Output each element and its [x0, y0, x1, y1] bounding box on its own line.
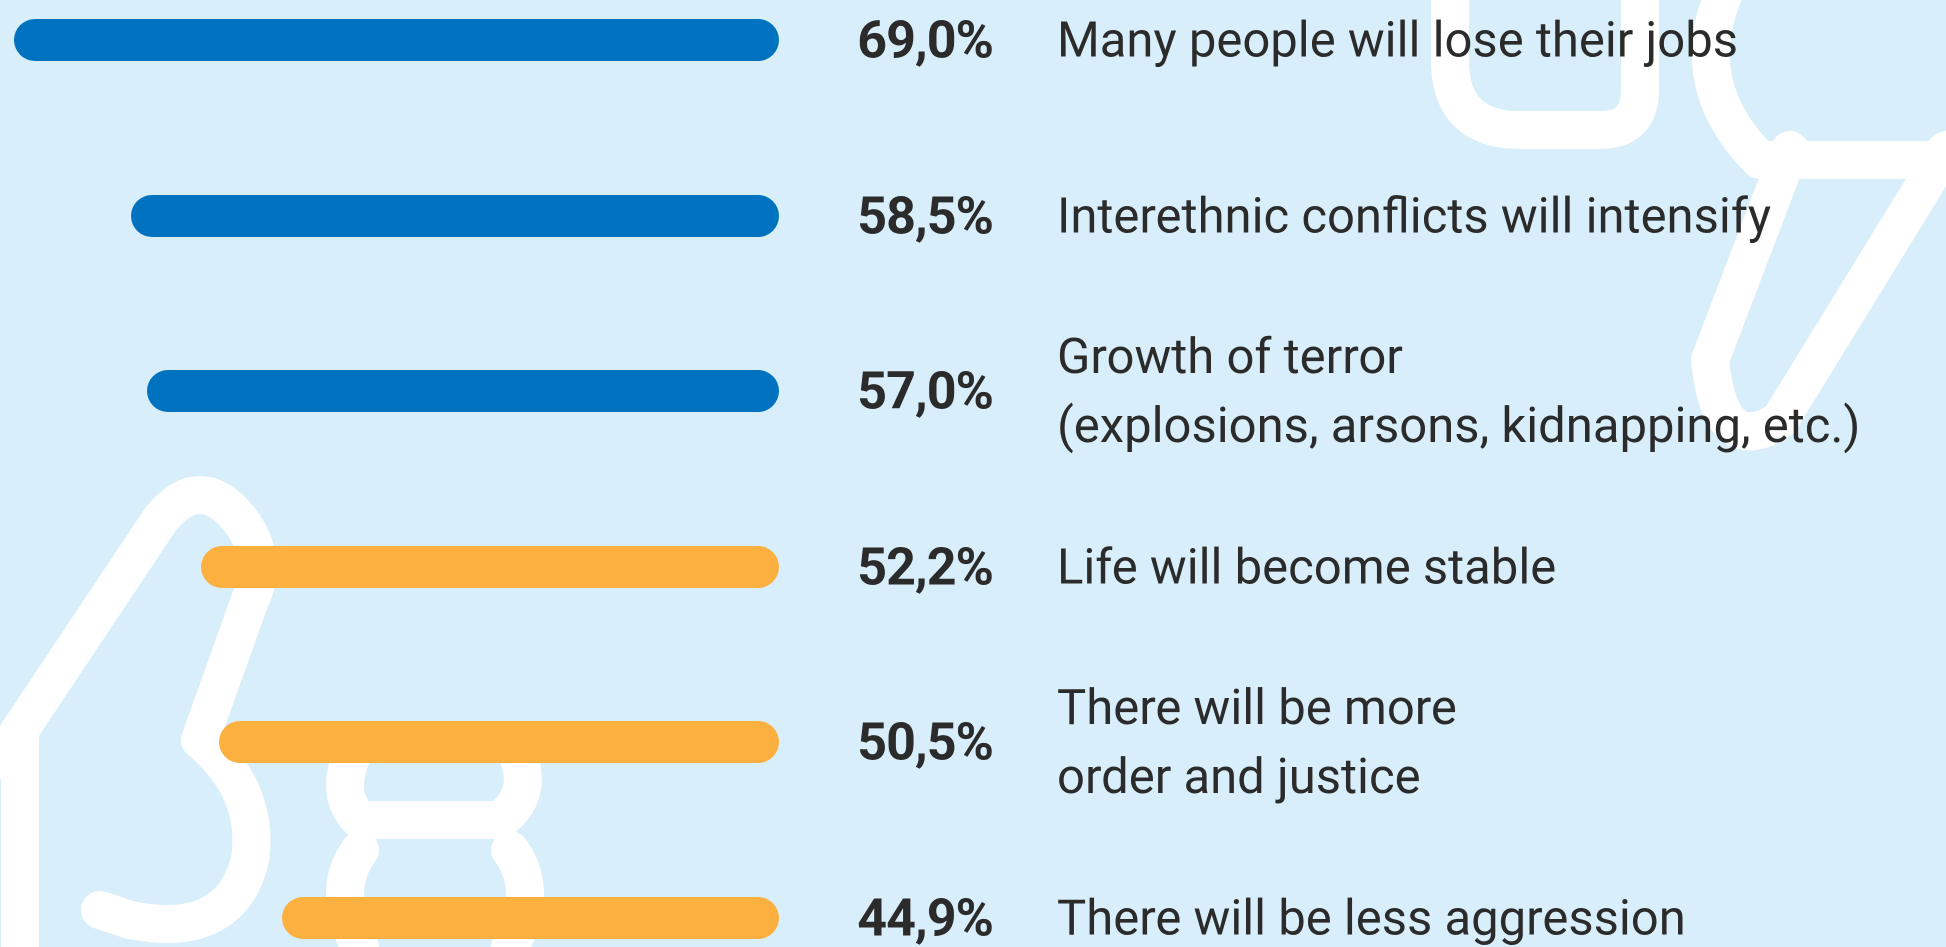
category-label: Interethnic conflicts will intensify [1057, 181, 1771, 250]
decoration [0, 0, 1946, 947]
bar [14, 19, 779, 61]
category-label: There will be less aggression [1057, 883, 1686, 947]
value-label: 58,5% [693, 185, 993, 246]
category-label: Many people will lose their jobs [1057, 6, 1738, 75]
category-label: Life will become stable [1057, 532, 1556, 601]
value-label: 69,0% [693, 10, 993, 71]
bar [147, 370, 779, 412]
category-label: There will be more order and justice [1057, 673, 1457, 811]
bar [131, 195, 779, 237]
value-label: 50,5% [693, 712, 993, 773]
category-label: Growth of terror (explosions, arsons, ki… [1057, 322, 1860, 460]
value-label: 52,2% [693, 536, 993, 597]
value-label: 57,0% [693, 361, 993, 422]
value-label: 44,9% [693, 887, 993, 947]
chart: 69,0% Many people will lose their jobs 58,… [0, 0, 1946, 947]
